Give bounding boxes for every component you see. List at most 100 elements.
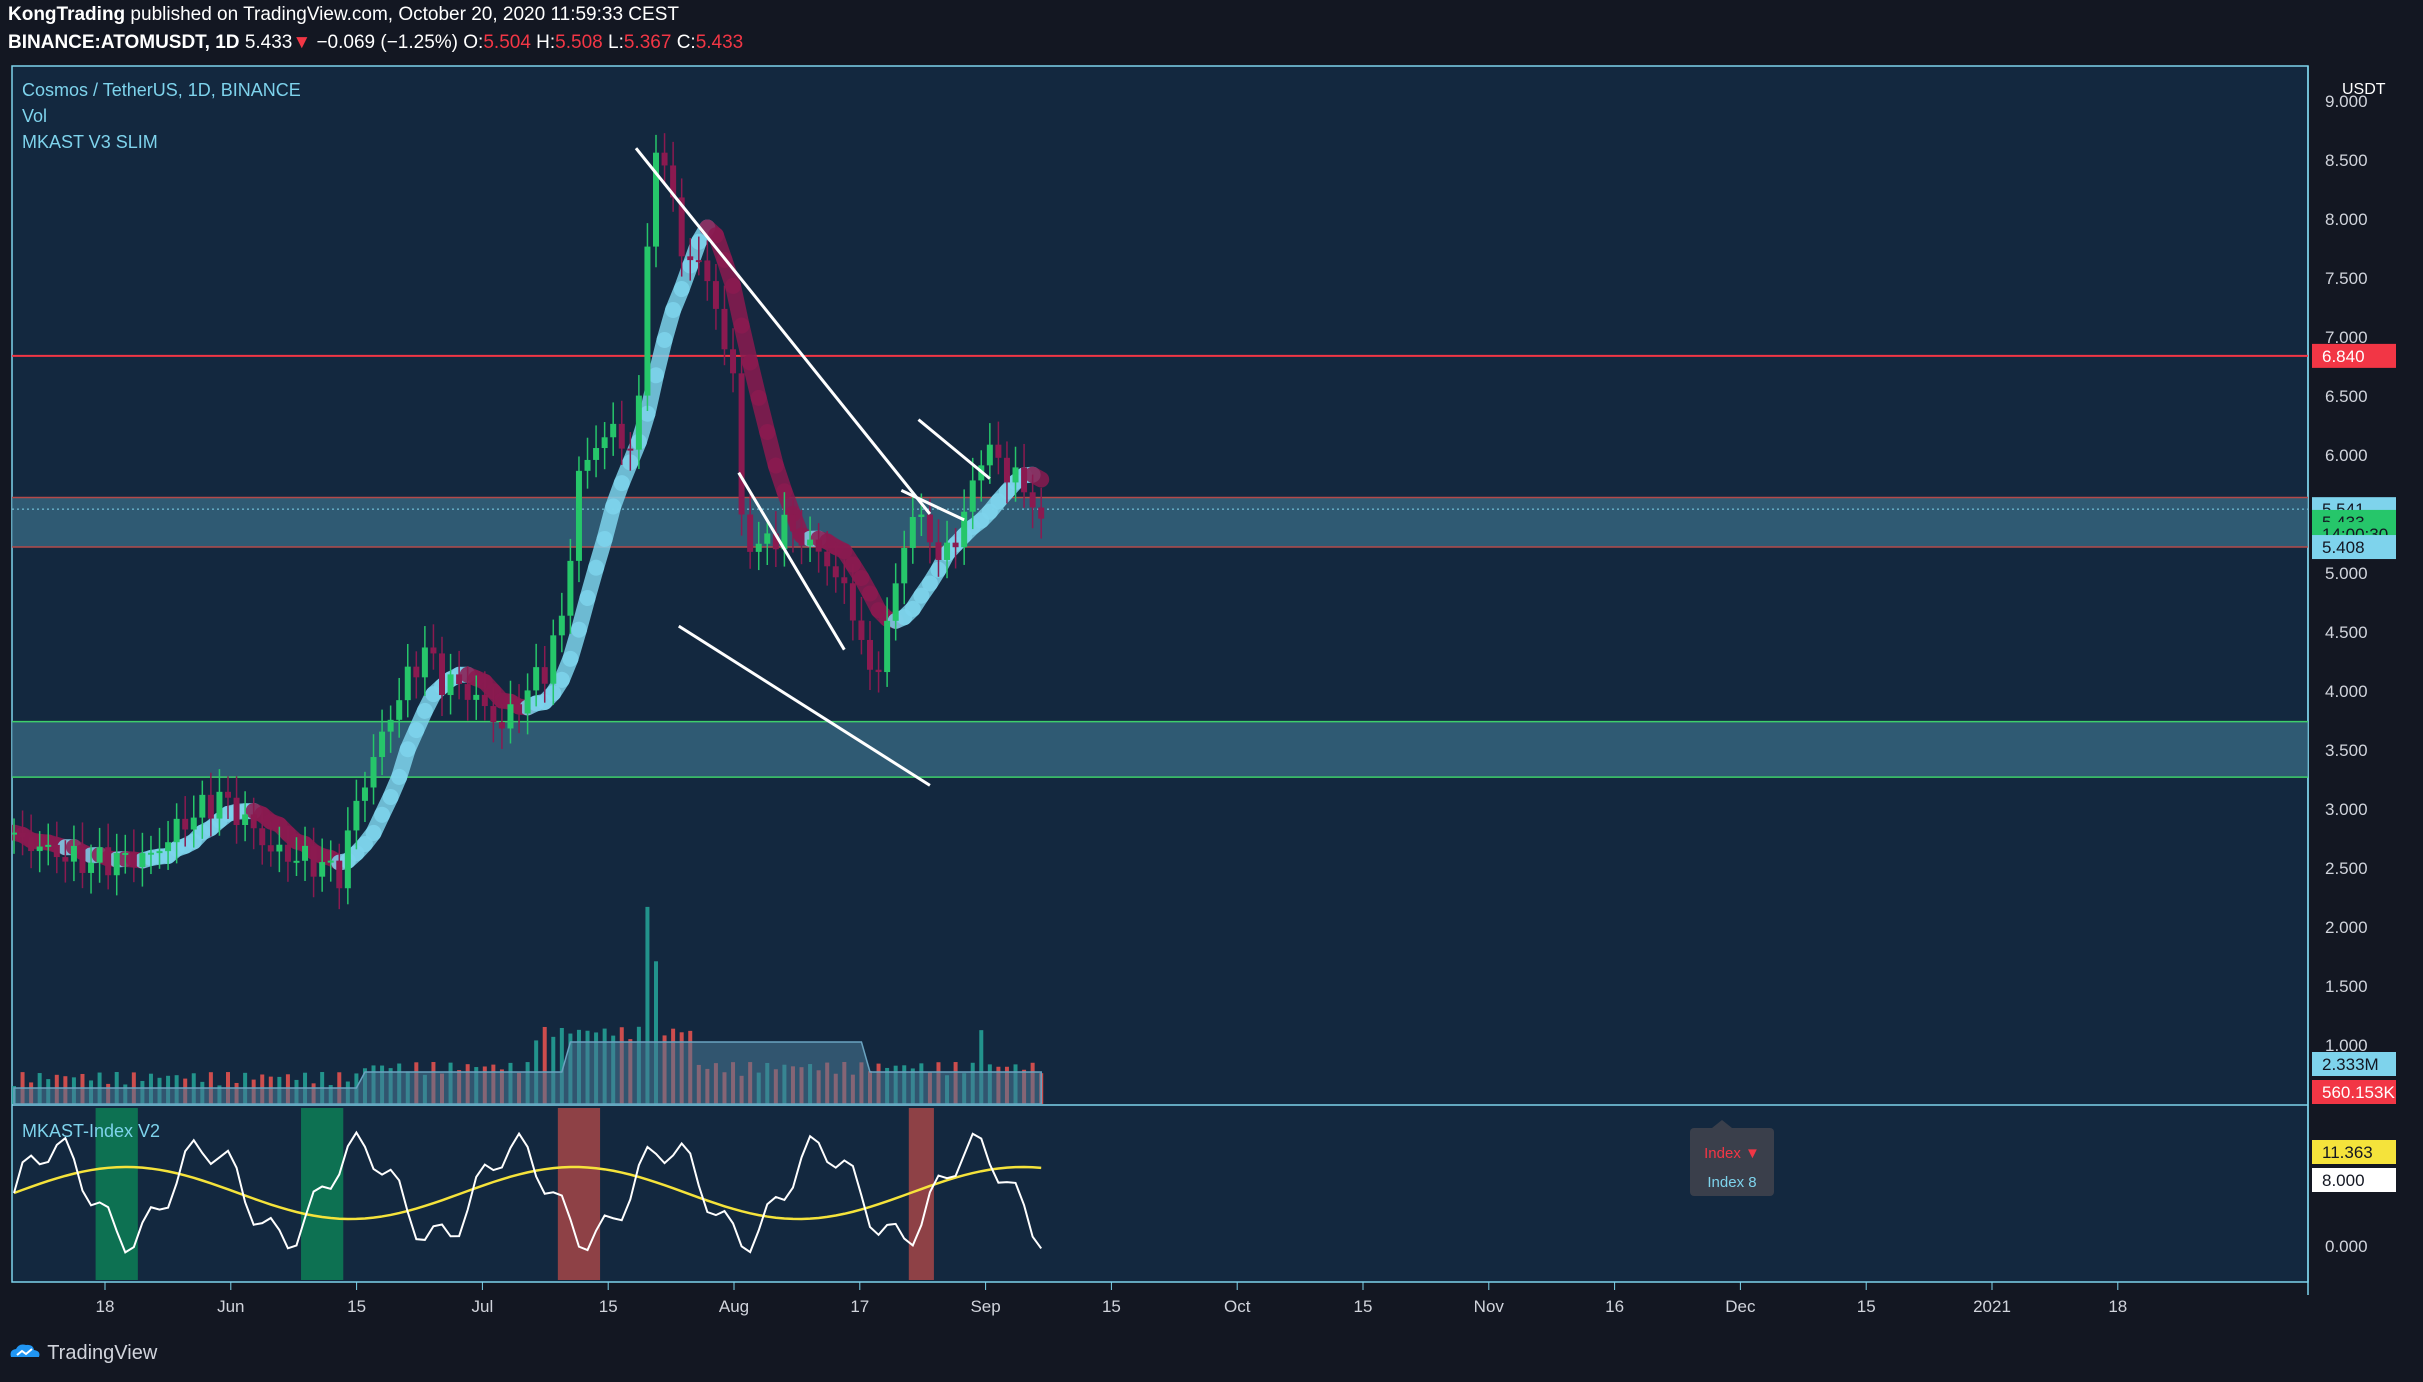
index-signal-line xyxy=(13,1165,1042,1221)
close-label: C: xyxy=(676,32,696,53)
candle-body xyxy=(678,197,685,257)
candle-body xyxy=(267,845,274,852)
candle-body xyxy=(730,349,737,374)
candle-body xyxy=(1021,467,1028,493)
candle-body xyxy=(524,690,531,714)
time-tick-label: Nov xyxy=(1474,1297,1505,1316)
price-badge xyxy=(2312,535,2396,560)
candle-body xyxy=(961,511,968,548)
price-tick-label: 7.500 xyxy=(2325,269,2368,288)
candle-body xyxy=(147,852,154,855)
low-value: 5.367 xyxy=(623,32,672,53)
trendline xyxy=(737,471,846,651)
symbol-name[interactable]: BINANCE:ATOMUSDT, 1D xyxy=(8,32,240,53)
price-tick-label: 7.000 xyxy=(2325,328,2368,347)
time-tick-label: 18 xyxy=(2108,1297,2127,1316)
time-tick-label: Sep xyxy=(970,1297,1000,1316)
candle-body xyxy=(156,851,163,854)
legend-lower-indicator[interactable]: MKAST-Index V2 xyxy=(22,1121,160,1141)
candle-body xyxy=(807,539,814,546)
candle-body xyxy=(139,853,146,868)
candle-body xyxy=(370,757,377,788)
time-tick-label: Dec xyxy=(1725,1297,1756,1316)
volume-bar xyxy=(654,961,658,1104)
candle-body xyxy=(498,722,505,729)
candle-body xyxy=(302,845,309,861)
candle-body xyxy=(575,470,582,561)
legend-title[interactable]: Cosmos / TetherUS, 1D, BINANCE xyxy=(22,80,301,100)
index-line xyxy=(13,1130,1043,1254)
open-label: O: xyxy=(463,32,484,53)
publish-line: KongTrading published on TradingView.com… xyxy=(8,4,679,26)
candle-body xyxy=(593,448,600,460)
footer-brand[interactable]: TradingView xyxy=(8,1342,157,1365)
candle-body xyxy=(36,846,43,852)
time-tick-label: 15 xyxy=(1102,1297,1121,1316)
last-price: 5.433 xyxy=(244,32,293,53)
candle-body xyxy=(516,704,523,714)
candle-body xyxy=(747,514,754,552)
candle-body xyxy=(481,694,488,707)
time-tick-label: Oct xyxy=(1224,1297,1251,1316)
candle-body xyxy=(764,533,771,544)
candle-body xyxy=(430,647,437,654)
candle-body xyxy=(319,862,326,877)
volume-badge-text: 560.153K xyxy=(2322,1083,2395,1102)
time-tick-label: Jul xyxy=(472,1297,494,1316)
candle-body xyxy=(670,165,677,198)
candle-body xyxy=(884,620,891,673)
levels-layer xyxy=(12,354,2308,510)
index-badge-text: 11.363 xyxy=(2322,1143,2373,1162)
candle-body xyxy=(464,684,471,700)
candle-body xyxy=(28,837,35,852)
price-tick-label: 5.000 xyxy=(2325,564,2368,583)
index-badge xyxy=(2312,1140,2396,1164)
time-tick-label: Aug xyxy=(719,1297,749,1316)
price-tick-label: 6.500 xyxy=(2325,387,2368,406)
candle-body xyxy=(644,246,651,396)
candle-body xyxy=(284,844,291,862)
volume-bar xyxy=(551,1036,556,1104)
time-tick-label: Jun xyxy=(217,1297,244,1316)
time-tick-label: 17 xyxy=(850,1297,869,1316)
price-tick-label: 9.000 xyxy=(2325,92,2368,111)
candle-body xyxy=(199,794,206,818)
candle-body xyxy=(113,853,120,876)
candle-body xyxy=(507,704,514,729)
tradingview-logo-icon xyxy=(8,1342,42,1358)
time-tick-label: 15 xyxy=(1354,1297,1373,1316)
legend-indicator[interactable]: MKAST V3 SLIM xyxy=(22,132,158,152)
candle-body xyxy=(396,700,403,720)
ohlc-line: BINANCE:ATOMUSDT, 1D 5.433▼ −0.069 (−1.2… xyxy=(8,32,743,54)
trendlines-layer[interactable] xyxy=(634,147,991,787)
published-text: published on TradingView.com, October 20… xyxy=(125,4,679,25)
index-pane xyxy=(13,1108,1043,1280)
candle-body xyxy=(1038,507,1045,519)
price-tick-label: 4.000 xyxy=(2325,682,2368,701)
trendline xyxy=(677,624,931,787)
candle-body xyxy=(832,566,839,578)
candle-body xyxy=(490,706,497,723)
price-tick-label: 8.000 xyxy=(2325,210,2368,229)
candle-body xyxy=(618,423,625,449)
candle-body xyxy=(567,560,574,616)
volume-bar xyxy=(542,1026,547,1104)
high-value: 5.508 xyxy=(555,32,603,53)
author-name[interactable]: KongTrading xyxy=(8,4,126,25)
volume-badge xyxy=(2312,1052,2396,1076)
candle-body xyxy=(849,583,856,621)
candle-body xyxy=(935,542,942,560)
candle-body xyxy=(130,852,137,868)
candle-body xyxy=(62,857,69,862)
index-tooltip: Index ▼ Index 8 xyxy=(1690,1120,1774,1196)
legend-vol[interactable]: Vol xyxy=(22,106,47,126)
candle-body xyxy=(1012,467,1019,483)
candle-body xyxy=(584,459,591,471)
candle-body xyxy=(627,448,634,451)
volume-badge xyxy=(2312,1080,2396,1104)
time-tick-label: 15 xyxy=(599,1297,618,1316)
candle-body xyxy=(610,423,617,438)
candle-body xyxy=(242,814,249,826)
